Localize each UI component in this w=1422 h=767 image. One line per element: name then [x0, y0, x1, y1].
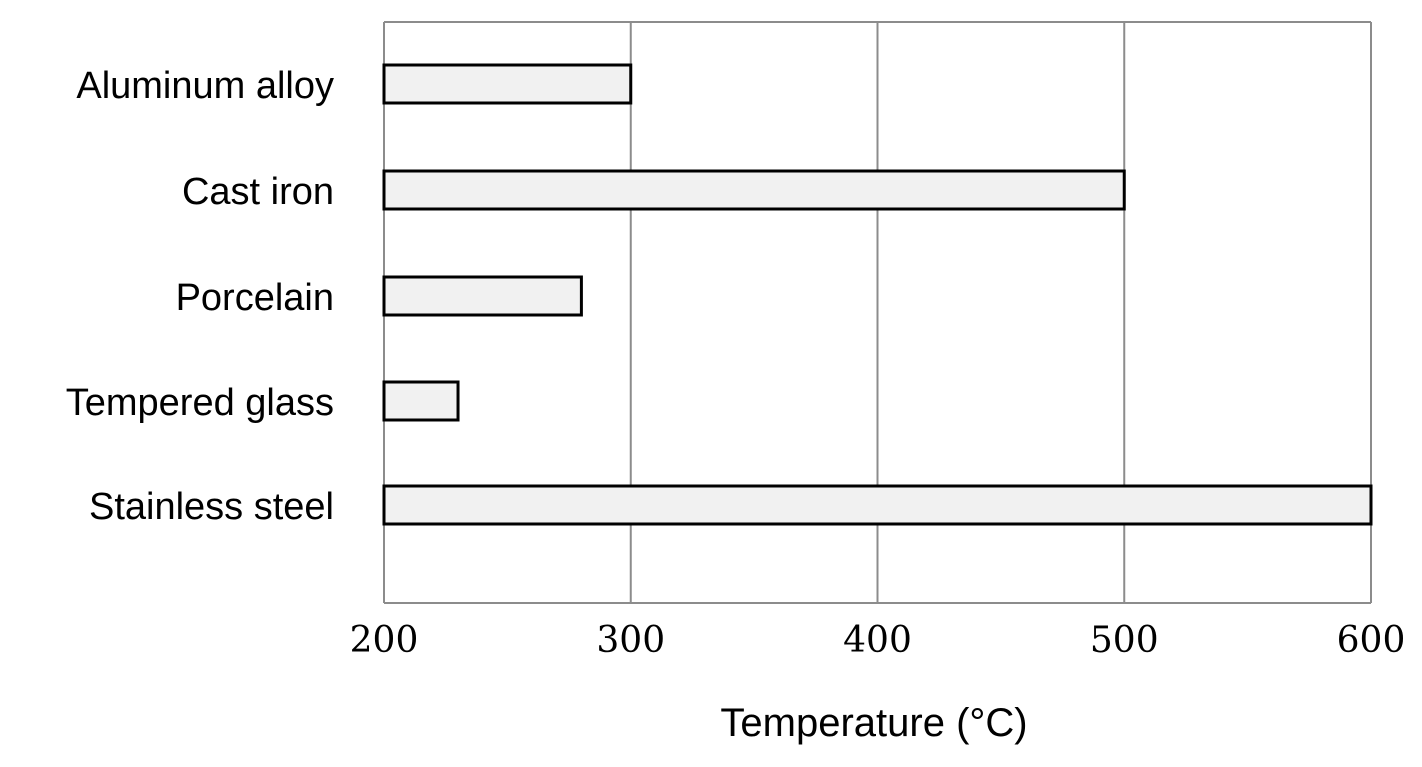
bar-cast-iron — [382, 169, 1126, 211]
x-tick-labels: 200 300 400 500 600 — [350, 620, 1406, 661]
category-labels: Aluminum alloy Cast iron Porcelain Tempered… — [66, 65, 334, 528]
bar-stainless-steel — [382, 484, 1373, 526]
bar-layer — [382, 63, 1373, 526]
x-tick-label: 500 — [1090, 620, 1159, 661]
category-label: Stainless steel — [89, 486, 334, 528]
x-tick-label: 600 — [1337, 620, 1406, 661]
category-label: Porcelain — [176, 277, 334, 319]
category-label: Tempered glass — [66, 382, 334, 424]
grid-layer — [383, 21, 1372, 604]
category-label: Cast iron — [182, 171, 334, 213]
category-label: Aluminum alloy — [76, 65, 334, 107]
x-axis-title: Temperature (°C) — [720, 701, 1027, 745]
bar-aluminum-alloy — [382, 63, 633, 105]
x-tick-label: 200 — [350, 620, 419, 661]
bar-porcelain — [382, 275, 583, 317]
x-tick-label: 300 — [596, 620, 665, 661]
x-tick-label: 400 — [843, 620, 912, 661]
bar-tempered-glass — [382, 380, 460, 422]
